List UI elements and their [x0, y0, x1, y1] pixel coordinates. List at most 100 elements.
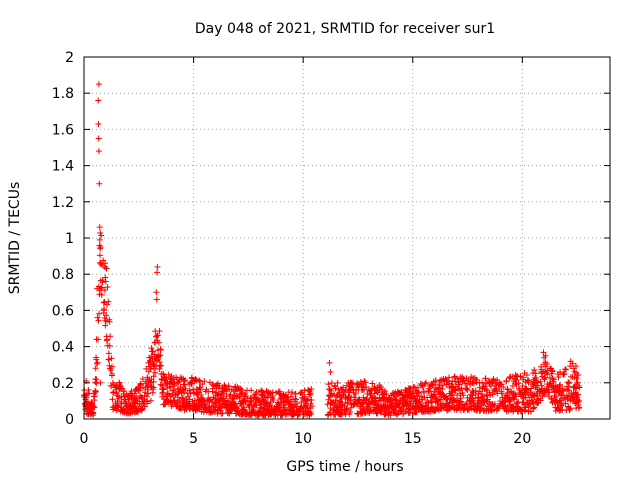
- data-point-marker: [92, 379, 99, 386]
- data-point-marker: [418, 393, 425, 400]
- data-point-marker: [542, 352, 549, 359]
- data-point-marker: [525, 377, 532, 384]
- data-point-marker: [466, 406, 473, 413]
- data-point-marker: [332, 385, 339, 392]
- data-point-marker: [489, 391, 496, 398]
- data-point-marker: [432, 381, 439, 388]
- data-point-marker: [95, 336, 102, 343]
- data-point-marker: [216, 382, 223, 389]
- x-tick-label: 0: [80, 431, 89, 447]
- data-point-marker: [522, 390, 529, 397]
- data-point-marker: [109, 396, 116, 403]
- data-point-marker: [137, 381, 144, 388]
- data-point-marker: [141, 403, 148, 410]
- data-point-marker: [448, 381, 455, 388]
- data-point-marker: [349, 384, 356, 391]
- data-point-marker: [192, 376, 199, 383]
- data-point-marker: [267, 398, 274, 405]
- data-point-marker: [107, 367, 114, 374]
- data-point-marker: [98, 291, 105, 298]
- data-point-marker: [236, 394, 243, 401]
- data-point-marker: [458, 398, 465, 405]
- data-point-marker: [160, 386, 167, 393]
- data-point-marker: [165, 390, 172, 397]
- data-point-marker: [378, 384, 385, 391]
- data-point-marker: [556, 381, 563, 388]
- data-point-marker: [150, 386, 157, 393]
- data-point-marker: [157, 346, 164, 353]
- data-point-marker: [573, 375, 580, 382]
- data-point-marker: [560, 388, 567, 395]
- y-tick-label: 1.6: [52, 122, 74, 138]
- data-point-marker: [546, 381, 553, 388]
- data-points: [80, 81, 583, 419]
- data-point-marker: [346, 387, 353, 394]
- data-point-marker: [218, 410, 225, 417]
- data-point-marker: [186, 387, 193, 394]
- data-point-marker: [303, 402, 310, 409]
- data-point-marker: [98, 285, 105, 292]
- y-tick-label: 0.8: [52, 267, 74, 283]
- data-point-marker: [468, 395, 475, 402]
- data-point-marker: [374, 389, 381, 396]
- data-point-marker: [96, 180, 103, 187]
- data-point-marker: [85, 386, 92, 393]
- data-point-marker: [523, 371, 530, 378]
- data-point-marker: [334, 379, 341, 386]
- data-point-marker: [155, 339, 162, 346]
- data-point-marker: [101, 286, 108, 293]
- data-point-marker: [405, 391, 412, 398]
- data-point-marker: [575, 391, 582, 398]
- data-point-marker: [188, 374, 195, 381]
- y-tick-label: 0: [65, 412, 74, 428]
- data-point-marker: [531, 404, 538, 411]
- data-point-marker: [188, 381, 195, 388]
- data-point-marker: [182, 377, 189, 384]
- data-point-marker: [576, 397, 583, 404]
- data-point-marker: [94, 285, 101, 292]
- data-point-marker: [540, 349, 547, 356]
- data-point-marker: [152, 369, 159, 376]
- data-point-marker: [128, 395, 135, 402]
- data-point-marker: [524, 400, 531, 407]
- data-point-marker: [91, 393, 98, 400]
- data-point-marker: [294, 400, 301, 407]
- data-point-marker: [414, 384, 421, 391]
- data-point-marker: [478, 390, 485, 397]
- data-point-marker: [226, 410, 233, 417]
- data-point-marker: [407, 385, 414, 392]
- data-point-marker: [394, 411, 401, 418]
- data-point-marker: [237, 385, 244, 392]
- data-point-marker: [102, 260, 109, 267]
- data-point-marker: [170, 387, 177, 394]
- data-point-marker: [500, 399, 507, 406]
- data-point-marker: [500, 384, 507, 391]
- data-point-marker: [167, 384, 174, 391]
- data-point-marker: [457, 395, 464, 402]
- data-point-marker: [211, 403, 218, 410]
- data-point-marker: [104, 336, 111, 343]
- data-point-marker: [325, 381, 332, 388]
- y-tick-label: 0.6: [52, 303, 74, 319]
- data-point-marker: [97, 230, 104, 237]
- data-point-marker: [138, 394, 145, 401]
- data-point-marker: [487, 382, 494, 389]
- data-point-marker: [198, 392, 205, 399]
- data-point-marker: [574, 379, 581, 386]
- y-tick-label: 1.2: [52, 195, 74, 211]
- data-point-marker: [216, 404, 223, 411]
- data-point-marker: [175, 389, 182, 396]
- data-point-marker: [368, 399, 375, 406]
- data-point-marker: [517, 408, 524, 415]
- data-point-marker: [96, 310, 103, 317]
- data-point-marker: [576, 384, 583, 391]
- data-point-marker: [576, 404, 583, 411]
- data-point-marker: [481, 383, 488, 390]
- data-point-marker: [98, 284, 105, 291]
- data-point-marker: [328, 379, 335, 386]
- data-point-marker: [544, 360, 551, 367]
- data-point-marker: [326, 359, 333, 366]
- plot-frame: [83, 56, 611, 420]
- data-point-marker: [136, 387, 143, 394]
- data-point-marker: [374, 410, 381, 417]
